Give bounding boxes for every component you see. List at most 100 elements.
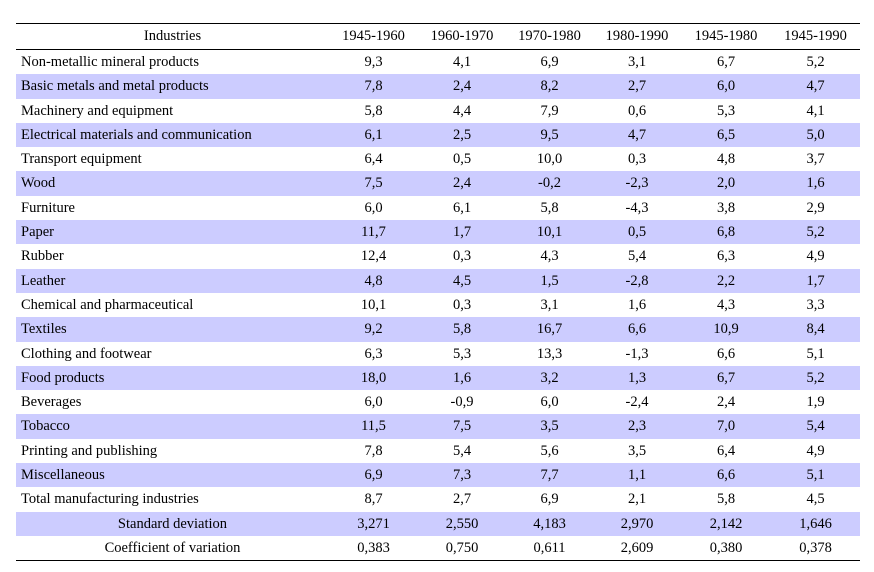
growth-value-cell: 6,6 <box>716 467 736 484</box>
growth-value-cell: 1,646 <box>799 515 832 532</box>
growth-value-cell: 5,4 <box>452 442 472 459</box>
industry-label: Tobacco <box>21 418 70 435</box>
industry-label: Beverages <box>21 394 82 411</box>
growth-value-cell: 5,0 <box>806 126 825 143</box>
table-row: Beverages 6,0 -0,9 6,0 -2,4 2,4 1,9 <box>16 390 860 414</box>
growth-value-cell: 6,3 <box>364 345 383 362</box>
growth-value-cell: 2,9 <box>806 199 825 216</box>
table-row: Machinery and equipment 5,8 4,4 7,9 0,6 5,3 4,… <box>16 99 860 123</box>
table-row: Paper 11,7 1,7 10,1 0,5 6,8 5,2 <box>16 220 860 245</box>
table-row: Leather 4,8 4,5 1,5 -2,8 2,2 1,7 <box>16 268 860 293</box>
growth-value-cell: 2,5 <box>452 126 472 143</box>
growth-value-cell: 4,7 <box>627 126 647 143</box>
growth-value-cell: 4,9 <box>806 248 825 265</box>
growth-value-cell: 6,0 <box>716 78 736 95</box>
growth-value-cell: 0,3 <box>452 296 472 313</box>
growth-value-cell: 5,1 <box>806 467 825 484</box>
growth-value-cell: 8,2 <box>540 78 559 95</box>
growth-value-cell: 2,970 <box>620 515 654 532</box>
growth-value-cell: 2,0 <box>716 175 736 192</box>
growth-value-cell: 6,0 <box>364 199 383 216</box>
table-row: Tobacco 11,5 7,5 3,5 2,3 7,0 5,4 <box>16 414 860 439</box>
growth-value-cell: 5,8 <box>452 321 472 338</box>
growth-value-cell: 10,9 <box>713 321 739 338</box>
growth-value-cell: 4,4 <box>452 102 472 119</box>
growth-value-cell: 4,5 <box>806 491 825 508</box>
growth-value-cell: 0,6 <box>627 102 647 119</box>
growth-value-cell: 7,8 <box>364 78 383 95</box>
growth-value-cell: 0,380 <box>709 539 743 556</box>
growth-value-cell: 7,0 <box>716 418 736 435</box>
industry-label: Total manufacturing industries <box>21 491 199 508</box>
industry-label: Paper <box>21 224 55 241</box>
summary-row: Standard deviation 3,271 2,550 4,183 2,970 2,… <box>16 511 860 536</box>
growth-value-cell: 6,7 <box>716 369 736 386</box>
growth-value-cell: 2,3 <box>627 418 647 435</box>
growth-value-cell: 7,5 <box>452 418 472 435</box>
growth-value-cell: 1,1 <box>627 467 647 484</box>
growth-rates-table: Industries 1945-1960 1960-1970 1970-1980 198… <box>16 23 860 561</box>
growth-value-cell: 3,1 <box>540 296 559 313</box>
industry-label: Leather <box>21 272 66 289</box>
table-body: Non-metallic mineral products 9,3 4,1 6,9 3,… <box>16 50 860 561</box>
growth-value-cell: 5,2 <box>806 54 825 70</box>
summary-row: Coefficient of variation 0,383 0,750 0,611 2… <box>16 536 860 561</box>
growth-value-cell: 6,9 <box>540 54 559 70</box>
column-header-period: 1945-1960 <box>342 28 405 45</box>
growth-value-cell: 5,3 <box>716 102 736 119</box>
growth-value-cell: -1,3 <box>625 345 649 362</box>
industry-label: Transport equipment <box>21 151 142 168</box>
industry-label: Machinery and equipment <box>21 102 174 119</box>
growth-value-cell: 1,9 <box>806 394 825 411</box>
column-header-industries: Industries <box>143 28 202 45</box>
column-header-period: 1945-1990 <box>784 28 847 45</box>
growth-value-cell: 7,8 <box>364 442 383 459</box>
growth-value-cell: 6,8 <box>716 224 736 241</box>
industry-label: Food products <box>21 369 105 386</box>
industry-label: Electrical materials and communication <box>21 126 252 143</box>
industry-label: Basic metals and metal products <box>21 78 209 95</box>
growth-value-cell: 1,6 <box>627 296 647 313</box>
growth-value-cell: 0,611 <box>533 539 566 556</box>
growth-value-cell: 0,5 <box>627 224 647 241</box>
growth-value-cell: 1,6 <box>806 175 825 192</box>
growth-value-cell: 6,9 <box>540 491 559 508</box>
growth-value-cell: 1,7 <box>452 224 472 241</box>
growth-value-cell: -2,4 <box>625 394 649 411</box>
table-row: Electrical materials and communication 6,… <box>16 122 860 148</box>
growth-value-cell: 2,2 <box>716 272 736 289</box>
growth-value-cell: 2,7 <box>627 78 647 95</box>
column-header-period: 1980-1990 <box>605 28 669 45</box>
growth-value-cell: 5,8 <box>540 199 559 216</box>
growth-value-cell: 2,609 <box>620 539 654 556</box>
growth-value-cell: 1,6 <box>452 369 472 386</box>
growth-value-cell: 5,1 <box>806 345 825 362</box>
growth-value-cell: 1,5 <box>540 272 559 289</box>
growth-value-cell: 3,5 <box>540 418 559 435</box>
growth-value-cell: 6,5 <box>716 126 736 143</box>
growth-value-cell: 2,4 <box>452 78 472 95</box>
growth-value-cell: 13,3 <box>536 345 563 362</box>
growth-value-cell: 4,7 <box>806 78 825 95</box>
growth-value-cell: 6,0 <box>364 394 383 411</box>
table-row: Clothing and footwear 6,3 5,3 13,3 -1,3 6,6 5,… <box>16 342 860 366</box>
growth-value-cell: 5,2 <box>806 369 825 386</box>
table-row: Miscellaneous 6,9 7,3 7,7 1,1 6,6 5,1 <box>16 463 860 488</box>
table-row: Total manufacturing industries 8,7 2,7 6,9 2… <box>16 487 860 511</box>
growth-value-cell: 6,4 <box>364 151 383 168</box>
table-row: Transport equipment 6,4 0,5 10,0 0,3 4,8 3,7 <box>16 147 860 171</box>
growth-value-cell: 10,0 <box>536 151 563 168</box>
growth-value-cell: 8,7 <box>364 491 383 508</box>
industry-label: Furniture <box>21 199 75 216</box>
growth-value-cell: 6,4 <box>716 442 736 459</box>
growth-value-cell: 6,1 <box>452 199 472 216</box>
growth-value-cell: 2,4 <box>452 175 472 192</box>
industry-label: Textiles <box>21 321 67 338</box>
growth-value-cell: 2,7 <box>452 491 472 508</box>
growth-value-cell: -2,3 <box>625 175 649 192</box>
growth-value-cell: -2,8 <box>625 272 649 289</box>
growth-value-cell: 5,2 <box>806 224 825 241</box>
header-row: Industries 1945-1960 1960-1970 1970-1980 198… <box>16 23 860 50</box>
growth-value-cell: 6,6 <box>627 321 647 338</box>
industry-label: Miscellaneous <box>21 467 105 484</box>
